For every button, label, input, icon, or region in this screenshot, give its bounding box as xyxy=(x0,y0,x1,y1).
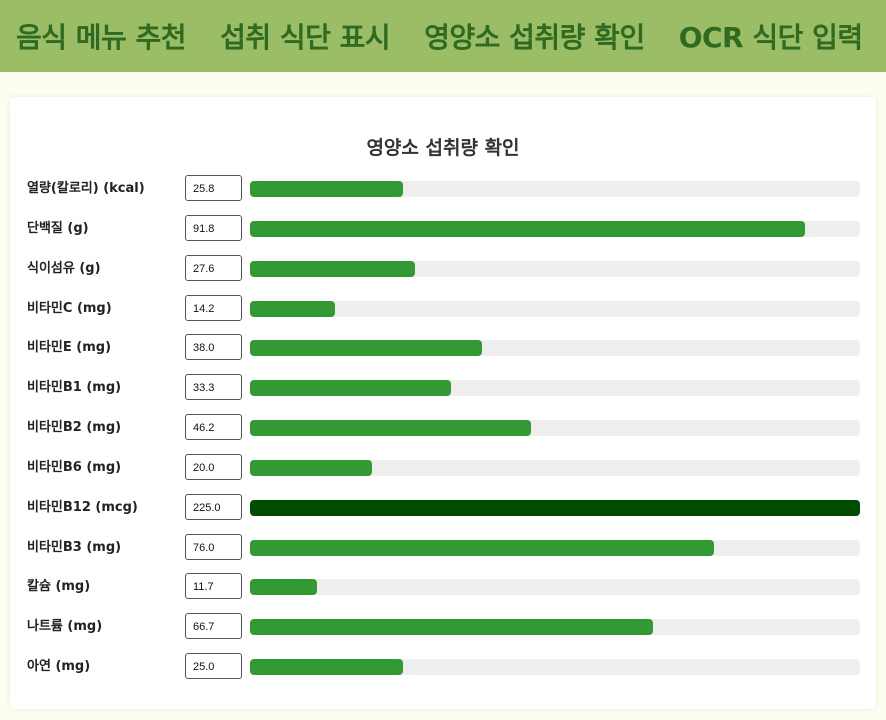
nutrient-progress-fill xyxy=(250,301,335,317)
nutrient-progress-track xyxy=(250,659,860,675)
nutrient-progress-fill xyxy=(250,579,317,595)
nutrient-row: 비타민C (mg) 14.2 xyxy=(10,295,876,335)
nav-ocr-diet-input[interactable]: OCR 식단 입력 xyxy=(679,16,863,56)
nutrient-value-field[interactable]: 46.2 xyxy=(185,414,242,440)
nutrient-progress-fill xyxy=(250,460,372,476)
nutrient-progress-fill xyxy=(250,340,482,356)
nav-food-recommendation[interactable]: 음식 메뉴 추천 xyxy=(16,16,186,56)
nutrient-progress-fill xyxy=(250,619,653,635)
nutrient-label: 비타민B6 (mg) xyxy=(27,456,121,475)
nutrient-label: 비타민C (mg) xyxy=(27,297,112,316)
nutrient-label: 비타민B2 (mg) xyxy=(27,416,121,435)
nutrient-label: 나트륨 (mg) xyxy=(27,615,102,634)
nutrient-row: 아연 (mg) 25.0 xyxy=(10,653,876,693)
nutrient-label: 아연 (mg) xyxy=(27,655,90,674)
nav-intake-diet-display[interactable]: 섭취 식단 표시 xyxy=(220,16,390,56)
nutrient-value-field[interactable]: 33.3 xyxy=(185,374,242,400)
nutrient-label: 비타민B12 (mcg) xyxy=(27,496,138,515)
nutrient-progress-track xyxy=(250,500,860,516)
nutrient-value-field[interactable]: 14.2 xyxy=(185,295,242,321)
nutrient-value-field[interactable]: 225.0 xyxy=(185,494,242,520)
nutrient-progress-fill xyxy=(250,500,860,516)
nutrient-progress-track xyxy=(250,340,860,356)
nutrient-label: 비타민B1 (mg) xyxy=(27,376,121,395)
nutrient-row: 비타민B6 (mg) 20.0 xyxy=(10,454,876,494)
nutrient-progress-track xyxy=(250,579,860,595)
nutrient-progress-fill xyxy=(250,659,403,675)
nutrient-row: 비타민B12 (mcg) 225.0 xyxy=(10,494,876,534)
nutrient-progress-fill xyxy=(250,261,415,277)
nutrient-progress-fill xyxy=(250,181,403,197)
nutrient-label: 비타민B3 (mg) xyxy=(27,536,121,555)
nutrient-label: 열량(칼로리) (kcal) xyxy=(27,177,145,196)
nutrient-row: 식이섬유 (g) 27.6 xyxy=(10,255,876,295)
nutrient-progress-track xyxy=(250,301,860,317)
nutrient-panel: 영양소 섭취량 확인 열량(칼로리) (kcal) 25.8 단백질 (g) 91.8… xyxy=(10,97,876,709)
nutrient-progress-fill xyxy=(250,420,531,436)
nutrient-row: 열량(칼로리) (kcal) 25.8 xyxy=(10,175,876,215)
nutrient-progress-track xyxy=(250,261,860,277)
nutrient-progress-fill xyxy=(250,221,805,237)
nutrient-progress-fill xyxy=(250,380,451,396)
nutrient-progress-track xyxy=(250,221,860,237)
nutrient-label: 식이섬유 (g) xyxy=(27,257,101,276)
top-navigation: 음식 메뉴 추천 섭취 식단 표시 영양소 섭취량 확인 OCR 식단 입력 xyxy=(0,0,886,72)
nutrient-progress-track xyxy=(250,380,860,396)
nutrient-row: 비타민B2 (mg) 46.2 xyxy=(10,414,876,454)
nutrient-row: 비타민B1 (mg) 33.3 xyxy=(10,374,876,414)
nutrient-value-field[interactable]: 25.8 xyxy=(185,175,242,201)
nutrient-value-field[interactable]: 27.6 xyxy=(185,255,242,281)
nutrient-progress-track xyxy=(250,540,860,556)
nav-nutrient-intake-check[interactable]: 영양소 섭취량 확인 xyxy=(424,16,645,56)
panel-title: 영양소 섭취량 확인 xyxy=(10,133,876,160)
nutrient-value-field[interactable]: 66.7 xyxy=(185,613,242,639)
nutrient-row: 비타민E (mg) 38.0 xyxy=(10,334,876,374)
nutrient-value-field[interactable]: 20.0 xyxy=(185,454,242,480)
nutrient-row: 나트륨 (mg) 66.7 xyxy=(10,613,876,653)
nutrient-value-field[interactable]: 11.7 xyxy=(185,573,242,599)
nutrient-list: 열량(칼로리) (kcal) 25.8 단백질 (g) 91.8 식이섬유 (g) 27.… xyxy=(10,175,876,693)
nutrient-progress-track xyxy=(250,181,860,197)
nutrient-row: 칼슘 (mg) 11.7 xyxy=(10,573,876,613)
nutrient-value-field[interactable]: 76.0 xyxy=(185,534,242,560)
nutrient-row: 단백질 (g) 91.8 xyxy=(10,215,876,255)
nutrient-progress-track xyxy=(250,619,860,635)
nutrient-progress-track xyxy=(250,460,860,476)
nutrient-value-field[interactable]: 38.0 xyxy=(185,334,242,360)
nutrient-value-field[interactable]: 91.8 xyxy=(185,215,242,241)
nutrient-progress-track xyxy=(250,420,860,436)
nutrient-label: 비타민E (mg) xyxy=(27,336,111,355)
nutrient-label: 칼슘 (mg) xyxy=(27,575,90,594)
nutrient-label: 단백질 (g) xyxy=(27,217,89,236)
nutrient-value-field[interactable]: 25.0 xyxy=(185,653,242,679)
nutrient-row: 비타민B3 (mg) 76.0 xyxy=(10,534,876,574)
nutrient-progress-fill xyxy=(250,540,714,556)
